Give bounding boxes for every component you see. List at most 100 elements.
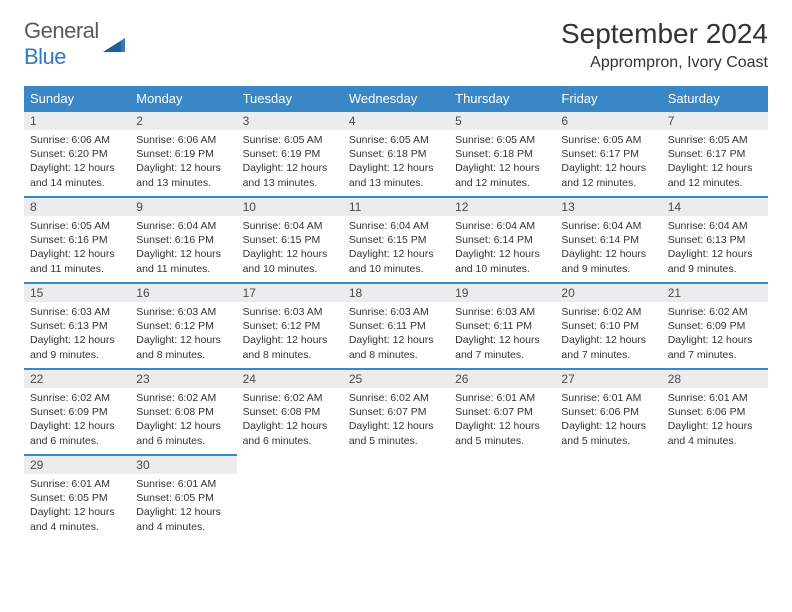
day-cell: 10Sunrise: 6:04 AMSunset: 6:15 PMDayligh… xyxy=(237,197,343,283)
day-body: Sunrise: 6:06 AMSunset: 6:20 PMDaylight:… xyxy=(24,130,130,196)
day-body: Sunrise: 6:03 AMSunset: 6:11 PMDaylight:… xyxy=(449,302,555,368)
calendar-body: 1Sunrise: 6:06 AMSunset: 6:20 PMDaylight… xyxy=(24,111,768,541)
day-cell: 8Sunrise: 6:05 AMSunset: 6:16 PMDaylight… xyxy=(24,197,130,283)
logo-word1: General xyxy=(24,18,99,43)
day-header-row: SundayMondayTuesdayWednesdayThursdayFrid… xyxy=(24,87,768,112)
month-title: September 2024 xyxy=(561,18,768,50)
day-number: 22 xyxy=(24,370,130,388)
day-body: Sunrise: 6:02 AMSunset: 6:09 PMDaylight:… xyxy=(662,302,768,368)
day-body: Sunrise: 6:05 AMSunset: 6:17 PMDaylight:… xyxy=(555,130,661,196)
day-header: Tuesday xyxy=(237,87,343,112)
day-body: Sunrise: 6:04 AMSunset: 6:14 PMDaylight:… xyxy=(449,216,555,282)
day-body: Sunrise: 6:04 AMSunset: 6:16 PMDaylight:… xyxy=(130,216,236,282)
day-cell: 5Sunrise: 6:05 AMSunset: 6:18 PMDaylight… xyxy=(449,111,555,197)
empty-cell xyxy=(662,455,768,541)
day-number: 20 xyxy=(555,284,661,302)
calendar-week-row: 8Sunrise: 6:05 AMSunset: 6:16 PMDaylight… xyxy=(24,197,768,283)
day-number: 19 xyxy=(449,284,555,302)
day-number: 7 xyxy=(662,112,768,130)
day-cell: 4Sunrise: 6:05 AMSunset: 6:18 PMDaylight… xyxy=(343,111,449,197)
day-body: Sunrise: 6:05 AMSunset: 6:18 PMDaylight:… xyxy=(449,130,555,196)
day-body: Sunrise: 6:01 AMSunset: 6:06 PMDaylight:… xyxy=(555,388,661,454)
day-cell: 17Sunrise: 6:03 AMSunset: 6:12 PMDayligh… xyxy=(237,283,343,369)
day-cell: 27Sunrise: 6:01 AMSunset: 6:06 PMDayligh… xyxy=(555,369,661,455)
page-header: General Blue September 2024 Apprompron, … xyxy=(24,18,768,72)
day-cell: 30Sunrise: 6:01 AMSunset: 6:05 PMDayligh… xyxy=(130,455,236,541)
day-cell: 6Sunrise: 6:05 AMSunset: 6:17 PMDaylight… xyxy=(555,111,661,197)
day-cell: 21Sunrise: 6:02 AMSunset: 6:09 PMDayligh… xyxy=(662,283,768,369)
day-cell: 20Sunrise: 6:02 AMSunset: 6:10 PMDayligh… xyxy=(555,283,661,369)
day-cell: 14Sunrise: 6:04 AMSunset: 6:13 PMDayligh… xyxy=(662,197,768,283)
day-header: Friday xyxy=(555,87,661,112)
day-cell: 19Sunrise: 6:03 AMSunset: 6:11 PMDayligh… xyxy=(449,283,555,369)
day-cell: 15Sunrise: 6:03 AMSunset: 6:13 PMDayligh… xyxy=(24,283,130,369)
day-number: 16 xyxy=(130,284,236,302)
day-number: 30 xyxy=(130,456,236,474)
day-number: 29 xyxy=(24,456,130,474)
day-body: Sunrise: 6:05 AMSunset: 6:18 PMDaylight:… xyxy=(343,130,449,196)
day-cell: 2Sunrise: 6:06 AMSunset: 6:19 PMDaylight… xyxy=(130,111,236,197)
day-header: Thursday xyxy=(449,87,555,112)
day-number: 26 xyxy=(449,370,555,388)
day-body: Sunrise: 6:05 AMSunset: 6:16 PMDaylight:… xyxy=(24,216,130,282)
day-number: 1 xyxy=(24,112,130,130)
day-body: Sunrise: 6:02 AMSunset: 6:08 PMDaylight:… xyxy=(130,388,236,454)
day-body: Sunrise: 6:05 AMSunset: 6:17 PMDaylight:… xyxy=(662,130,768,196)
day-cell: 23Sunrise: 6:02 AMSunset: 6:08 PMDayligh… xyxy=(130,369,236,455)
day-cell: 12Sunrise: 6:04 AMSunset: 6:14 PMDayligh… xyxy=(449,197,555,283)
day-number: 12 xyxy=(449,198,555,216)
day-number: 21 xyxy=(662,284,768,302)
day-body: Sunrise: 6:01 AMSunset: 6:05 PMDaylight:… xyxy=(24,474,130,540)
day-number: 10 xyxy=(237,198,343,216)
day-number: 6 xyxy=(555,112,661,130)
day-body: Sunrise: 6:03 AMSunset: 6:12 PMDaylight:… xyxy=(130,302,236,368)
logo-triangle-icon xyxy=(103,36,125,52)
day-body: Sunrise: 6:02 AMSunset: 6:08 PMDaylight:… xyxy=(237,388,343,454)
day-number: 3 xyxy=(237,112,343,130)
day-number: 27 xyxy=(555,370,661,388)
day-body: Sunrise: 6:04 AMSunset: 6:15 PMDaylight:… xyxy=(343,216,449,282)
day-number: 14 xyxy=(662,198,768,216)
empty-cell xyxy=(343,455,449,541)
calendar-head: SundayMondayTuesdayWednesdayThursdayFrid… xyxy=(24,87,768,112)
calendar-week-row: 15Sunrise: 6:03 AMSunset: 6:13 PMDayligh… xyxy=(24,283,768,369)
title-block: September 2024 Apprompron, Ivory Coast xyxy=(561,18,768,72)
day-body: Sunrise: 6:05 AMSunset: 6:19 PMDaylight:… xyxy=(237,130,343,196)
day-number: 25 xyxy=(343,370,449,388)
day-body: Sunrise: 6:04 AMSunset: 6:15 PMDaylight:… xyxy=(237,216,343,282)
day-cell: 9Sunrise: 6:04 AMSunset: 6:16 PMDaylight… xyxy=(130,197,236,283)
day-number: 4 xyxy=(343,112,449,130)
day-number: 11 xyxy=(343,198,449,216)
day-cell: 13Sunrise: 6:04 AMSunset: 6:14 PMDayligh… xyxy=(555,197,661,283)
day-cell: 18Sunrise: 6:03 AMSunset: 6:11 PMDayligh… xyxy=(343,283,449,369)
day-number: 9 xyxy=(130,198,236,216)
location: Apprompron, Ivory Coast xyxy=(561,54,768,72)
day-number: 8 xyxy=(24,198,130,216)
day-number: 18 xyxy=(343,284,449,302)
day-number: 15 xyxy=(24,284,130,302)
day-cell: 11Sunrise: 6:04 AMSunset: 6:15 PMDayligh… xyxy=(343,197,449,283)
day-number: 23 xyxy=(130,370,236,388)
day-header: Wednesday xyxy=(343,87,449,112)
day-cell: 1Sunrise: 6:06 AMSunset: 6:20 PMDaylight… xyxy=(24,111,130,197)
day-body: Sunrise: 6:03 AMSunset: 6:13 PMDaylight:… xyxy=(24,302,130,368)
day-body: Sunrise: 6:02 AMSunset: 6:07 PMDaylight:… xyxy=(343,388,449,454)
day-number: 17 xyxy=(237,284,343,302)
empty-cell xyxy=(449,455,555,541)
day-body: Sunrise: 6:01 AMSunset: 6:05 PMDaylight:… xyxy=(130,474,236,540)
day-cell: 24Sunrise: 6:02 AMSunset: 6:08 PMDayligh… xyxy=(237,369,343,455)
day-body: Sunrise: 6:03 AMSunset: 6:11 PMDaylight:… xyxy=(343,302,449,368)
day-cell: 28Sunrise: 6:01 AMSunset: 6:06 PMDayligh… xyxy=(662,369,768,455)
day-cell: 16Sunrise: 6:03 AMSunset: 6:12 PMDayligh… xyxy=(130,283,236,369)
day-cell: 7Sunrise: 6:05 AMSunset: 6:17 PMDaylight… xyxy=(662,111,768,197)
day-cell: 25Sunrise: 6:02 AMSunset: 6:07 PMDayligh… xyxy=(343,369,449,455)
day-cell: 3Sunrise: 6:05 AMSunset: 6:19 PMDaylight… xyxy=(237,111,343,197)
day-body: Sunrise: 6:03 AMSunset: 6:12 PMDaylight:… xyxy=(237,302,343,368)
day-cell: 26Sunrise: 6:01 AMSunset: 6:07 PMDayligh… xyxy=(449,369,555,455)
day-body: Sunrise: 6:01 AMSunset: 6:07 PMDaylight:… xyxy=(449,388,555,454)
day-body: Sunrise: 6:02 AMSunset: 6:09 PMDaylight:… xyxy=(24,388,130,454)
day-number: 24 xyxy=(237,370,343,388)
day-body: Sunrise: 6:04 AMSunset: 6:14 PMDaylight:… xyxy=(555,216,661,282)
logo-text: General Blue xyxy=(24,18,99,70)
day-body: Sunrise: 6:02 AMSunset: 6:10 PMDaylight:… xyxy=(555,302,661,368)
